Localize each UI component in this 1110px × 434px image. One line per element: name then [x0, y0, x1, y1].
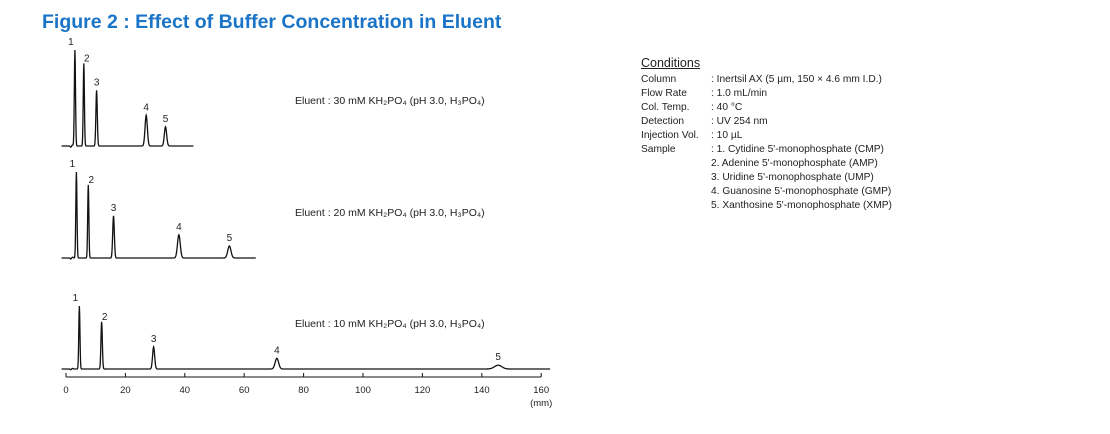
chromatogram-trace [61, 49, 194, 148]
peak-label: 5 [227, 233, 233, 244]
eluent-label: Eluent : 10 mM KH₂PO₄ (pH 3.0, H₃PO₄) [295, 318, 485, 330]
peak-label: 2 [84, 53, 90, 64]
peak-label: 1 [73, 293, 79, 304]
eluent-label: Eluent : 30 mM KH₂PO₄ (pH 3.0, H₃PO₄) [295, 95, 485, 107]
condition-row: Detection : UV 254 nm [641, 115, 892, 129]
condition-row: 4. Guanosine 5'-monophosphate (GMP) [641, 185, 892, 199]
peak-label: 2 [102, 312, 108, 323]
condition-value: 3. Uridine 5'-monophosphate (UMP) [711, 172, 874, 183]
x-tick-label: 0 [63, 385, 68, 396]
condition-value: : UV 254 nm [711, 116, 768, 127]
condition-key: Injection Vol. [641, 130, 699, 141]
x-tick-label: 40 [180, 385, 191, 396]
condition-key [641, 157, 709, 171]
peak-label: 3 [111, 203, 117, 214]
condition-row: 3. Uridine 5'-monophosphate (UMP) [641, 171, 892, 185]
x-tick-label: 140 [474, 385, 490, 396]
x-tick-label: 60 [239, 385, 250, 396]
conditions-panel: Conditions Column : Inertsil AX (5 µm, 15… [641, 56, 892, 213]
condition-key [641, 185, 709, 199]
peak-label: 3 [151, 334, 157, 345]
condition-row: Col. Temp. : 40 °C [641, 101, 892, 115]
condition-value: : 1.0 mL/min [711, 88, 768, 99]
condition-row: Flow Rate : 1.0 mL/min [641, 87, 892, 101]
condition-value: : 40 °C [711, 102, 743, 113]
peak-label: 5 [495, 352, 501, 363]
peak-label: 3 [94, 77, 100, 88]
condition-key: Col. Temp. [641, 102, 690, 113]
condition-value: : Inertsil AX (5 µm, 150 × 4.6 mm I.D.) [711, 74, 882, 85]
condition-row: 5. Xanthosine 5'-monophosphate (XMP) [641, 199, 892, 213]
peak-label: 4 [143, 102, 149, 113]
peak-label: 1 [68, 37, 74, 48]
condition-key: Detection [641, 116, 685, 127]
condition-key: Column [641, 74, 677, 85]
peak-label: 5 [163, 114, 169, 125]
x-tick-label: 100 [355, 385, 371, 396]
conditions-table: Column : Inertsil AX (5 µm, 150 × 4.6 mm … [641, 73, 892, 213]
condition-value: 4. Guanosine 5'-monophosphate (GMP) [711, 186, 892, 197]
x-tick-label: 160 [533, 385, 549, 396]
condition-key: Sample [641, 144, 676, 155]
peak-label: 4 [274, 345, 280, 356]
figure-title: Figure 2 : Effect of Buffer Concentratio… [42, 11, 502, 33]
condition-row: Injection Vol. : 10 µL [641, 129, 892, 143]
chromatogram-trace [61, 305, 551, 371]
condition-value: : 10 µL [711, 130, 743, 141]
condition-row: Column : Inertsil AX (5 µm, 150 × 4.6 mm … [641, 73, 892, 87]
peak-label: 1 [70, 159, 76, 170]
x-tick-label: 20 [120, 385, 131, 396]
condition-row: 2. Adenine 5'-monophosphate (AMP) [641, 157, 892, 171]
conditions-heading: Conditions [641, 56, 701, 70]
eluent-label: Eluent : 20 mM KH₂PO₄ (pH 3.0, H₃PO₄) [295, 207, 485, 219]
condition-key: Flow Rate [641, 88, 687, 99]
peak-label: 2 [89, 175, 95, 186]
condition-value: 5. Xanthosine 5'-monophosphate (XMP) [711, 200, 892, 211]
x-tick-label: 80 [298, 385, 309, 396]
condition-key [641, 199, 709, 213]
condition-value: 2. Adenine 5'-monophosphate (AMP) [711, 158, 878, 169]
chromatogram-trace [61, 171, 256, 260]
condition-row: Sample : 1. Cytidine 5'-monophosphate (CM… [641, 143, 892, 157]
x-axis-unit: (mm) [530, 398, 552, 409]
condition-key [641, 171, 709, 185]
peak-label: 4 [176, 222, 182, 233]
x-tick-label: 120 [414, 385, 430, 396]
condition-value: : 1. Cytidine 5'-monophosphate (CMP) [711, 144, 884, 155]
